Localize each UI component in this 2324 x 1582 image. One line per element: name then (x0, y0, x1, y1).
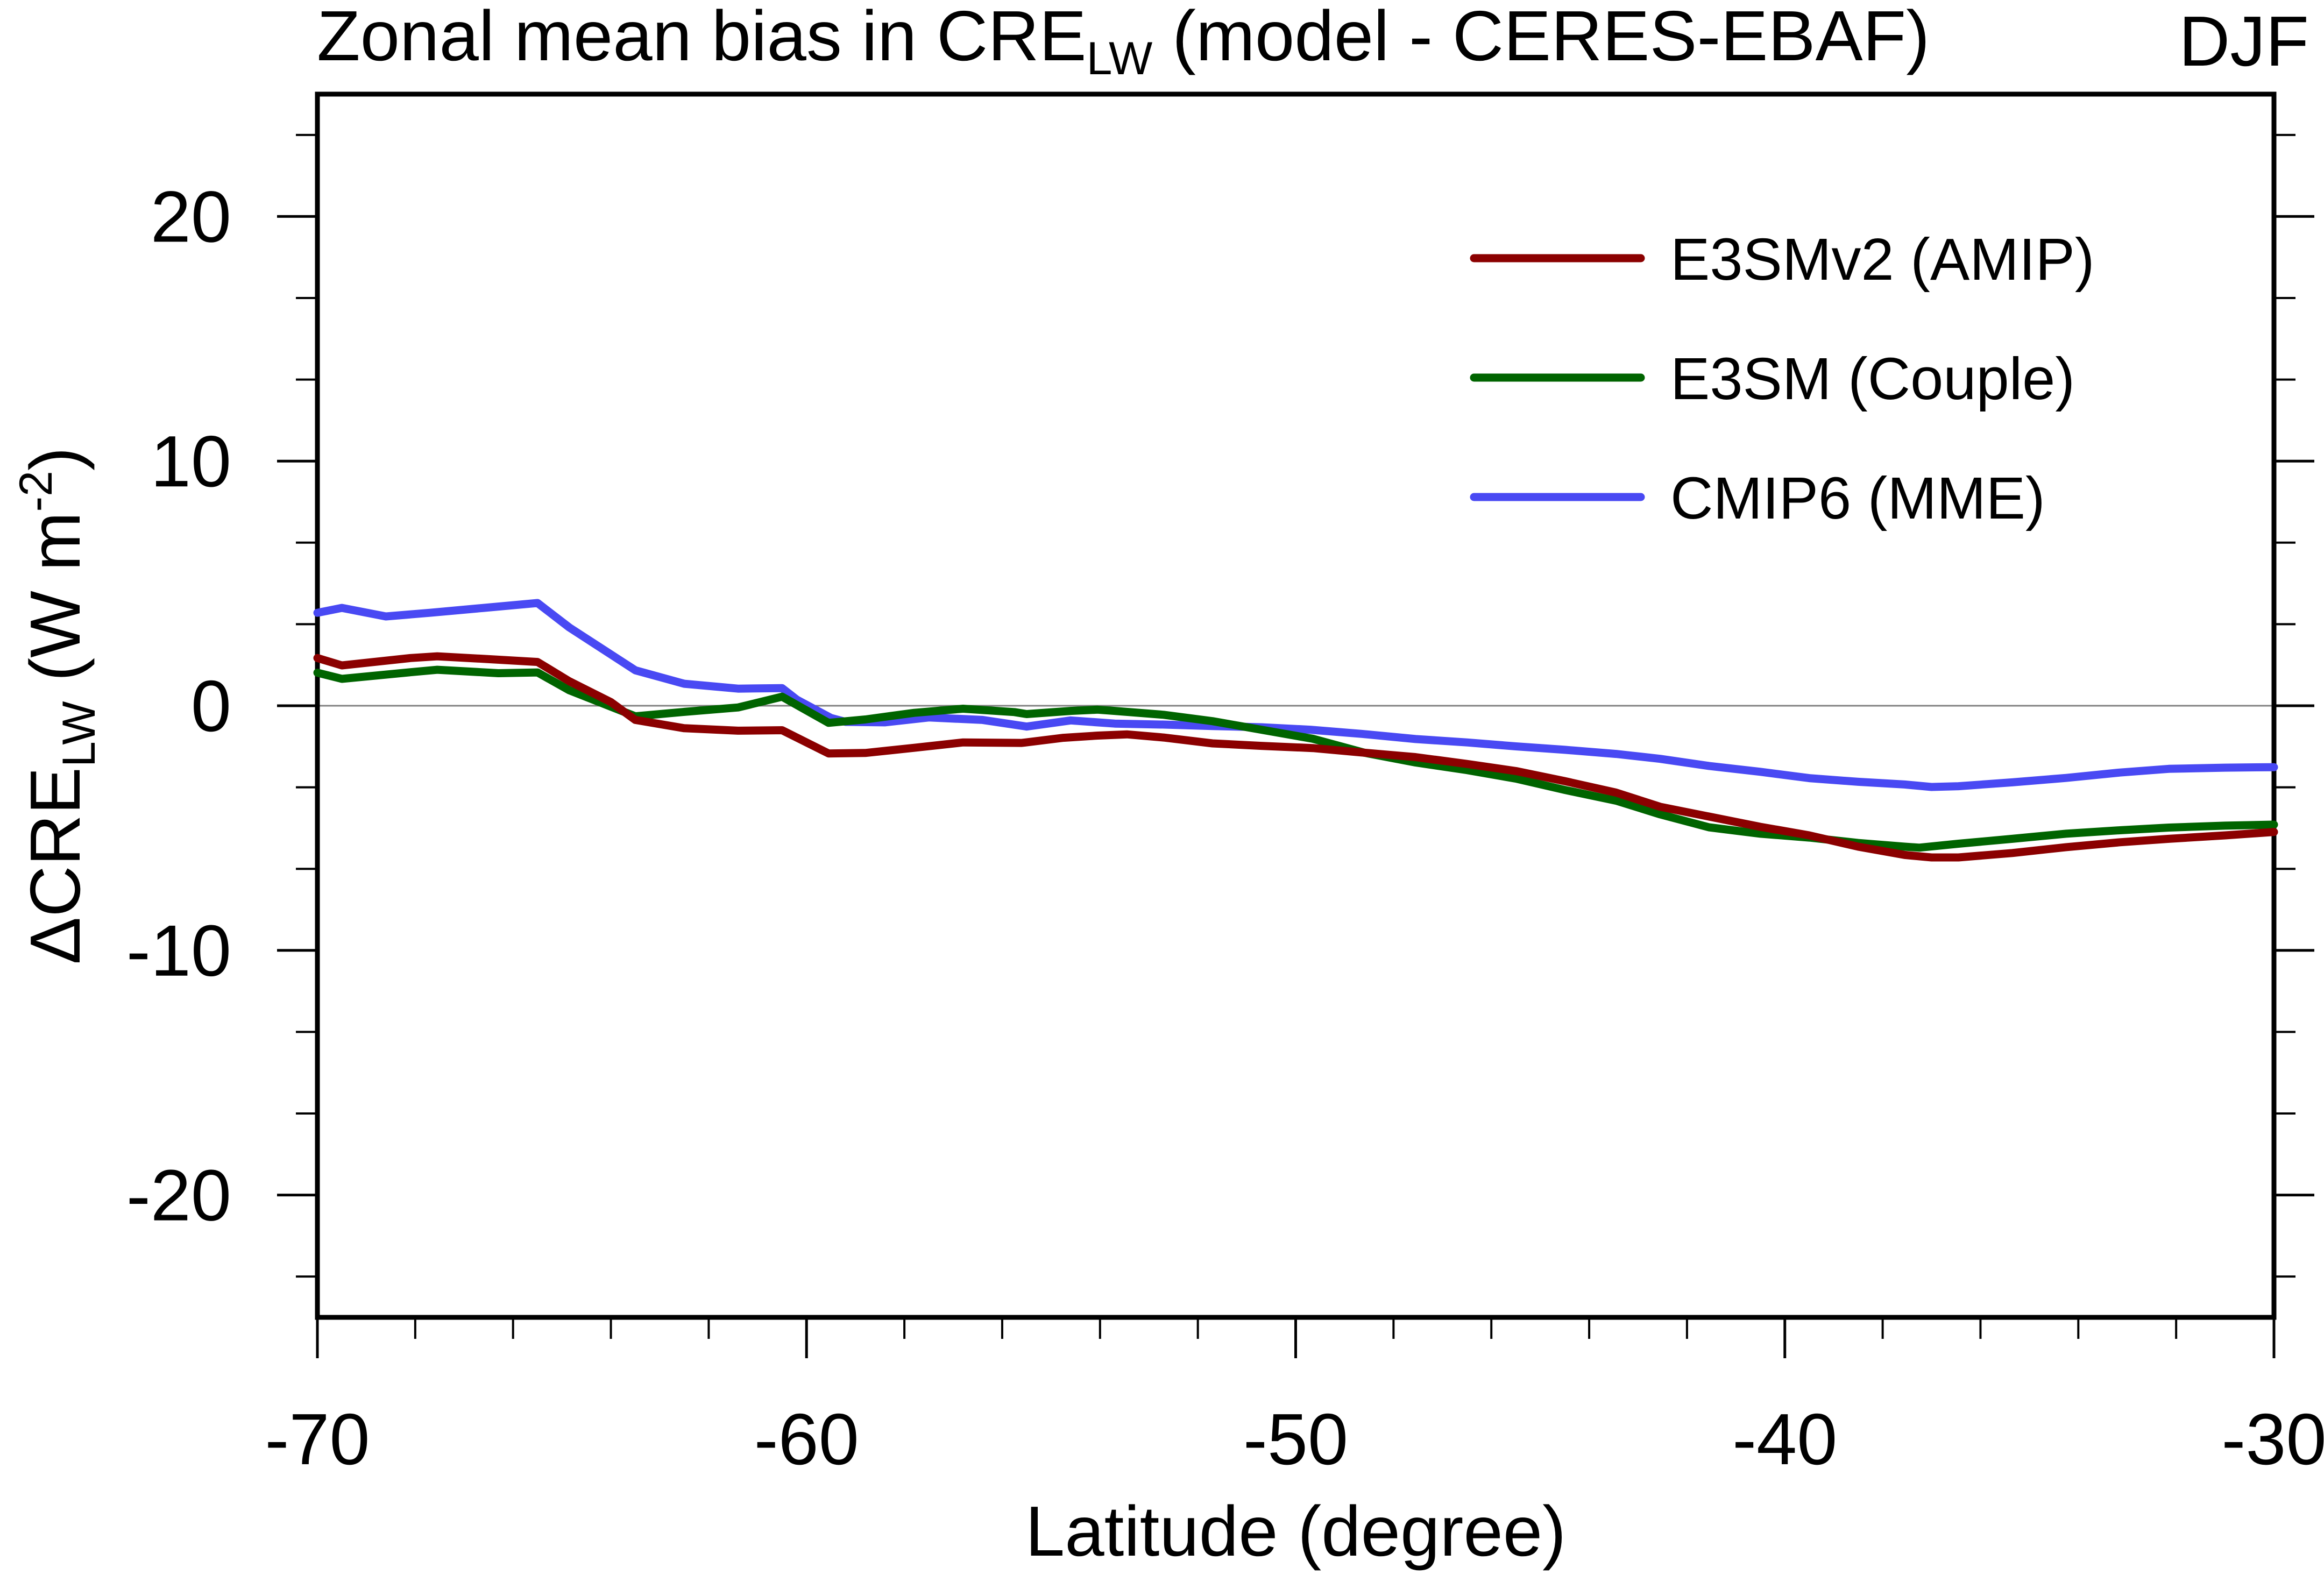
y-tick-label: -20 (126, 1155, 231, 1236)
x-tick-label: -50 (1243, 1399, 1348, 1480)
legend-label: E3SMv2 (AMIP) (1670, 226, 2094, 293)
x-tick-label: -30 (2221, 1399, 2324, 1480)
legend-label: E3SM (Couple) (1670, 346, 2075, 412)
y-tick-label: -10 (126, 910, 231, 991)
x-tick-label: -70 (265, 1399, 370, 1480)
x-tick-label: -60 (754, 1399, 859, 1480)
y-tick-label: 0 (191, 665, 231, 747)
season-tag: DJF (2179, 2, 2309, 81)
series-line-e3sm-couple- (313, 665, 2278, 852)
chart-title: Zonal mean bias in CRELW (model - CERES-… (317, 0, 1930, 84)
legend-label: CMIP6 (MME) (1670, 465, 2045, 531)
plot-frame (315, 91, 2277, 1320)
x-tick-label: -40 (1732, 1399, 1837, 1480)
series-line-e3smv2-amip- (313, 652, 2278, 862)
y-tick-label: 10 (151, 421, 231, 502)
y-tick-label: 20 (151, 176, 231, 257)
y-axis-label: ΔCRELW (W m-2) (10, 447, 105, 964)
x-axis-label: Latitude (degree) (1025, 1492, 1566, 1571)
